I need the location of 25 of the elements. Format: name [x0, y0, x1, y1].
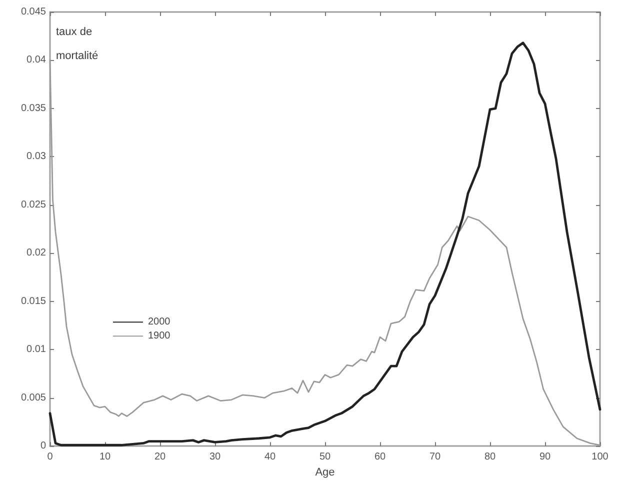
- x-tick-label: 0: [47, 452, 54, 463]
- y-tick-label: 0.015: [20, 296, 46, 307]
- y-tick-label: 0.025: [20, 199, 46, 210]
- x-tick-label: 20: [154, 452, 166, 463]
- legend-label: 1900: [148, 330, 171, 342]
- x-tick-label: 30: [209, 452, 221, 463]
- x-axis-title: Age: [315, 466, 335, 478]
- y-tick-label: 0.035: [20, 102, 46, 114]
- x-tick-label: 40: [264, 452, 276, 463]
- x-tick-label: 90: [539, 452, 551, 463]
- y-tick-label: 0.02: [26, 248, 46, 259]
- y-tick-label: 0.03: [26, 151, 46, 162]
- legend-label: 2000: [148, 316, 171, 328]
- y-tick-label: 0: [40, 440, 46, 452]
- x-tick-label: 60: [374, 452, 386, 463]
- y-tick-label: 0.01: [26, 344, 46, 356]
- y-tick-label: 0.045: [20, 6, 46, 18]
- y-tick-label: 0.04: [26, 54, 46, 66]
- x-tick-label: 80: [484, 452, 496, 463]
- y-axis-title: taux de mortalité: [56, 26, 98, 62]
- x-tick-label: 70: [429, 452, 441, 463]
- x-tick-label: 100: [592, 452, 609, 463]
- x-tick-label: 50: [319, 452, 331, 463]
- y-tick-label: 0.005: [20, 392, 46, 404]
- x-tick-label: 10: [99, 452, 111, 463]
